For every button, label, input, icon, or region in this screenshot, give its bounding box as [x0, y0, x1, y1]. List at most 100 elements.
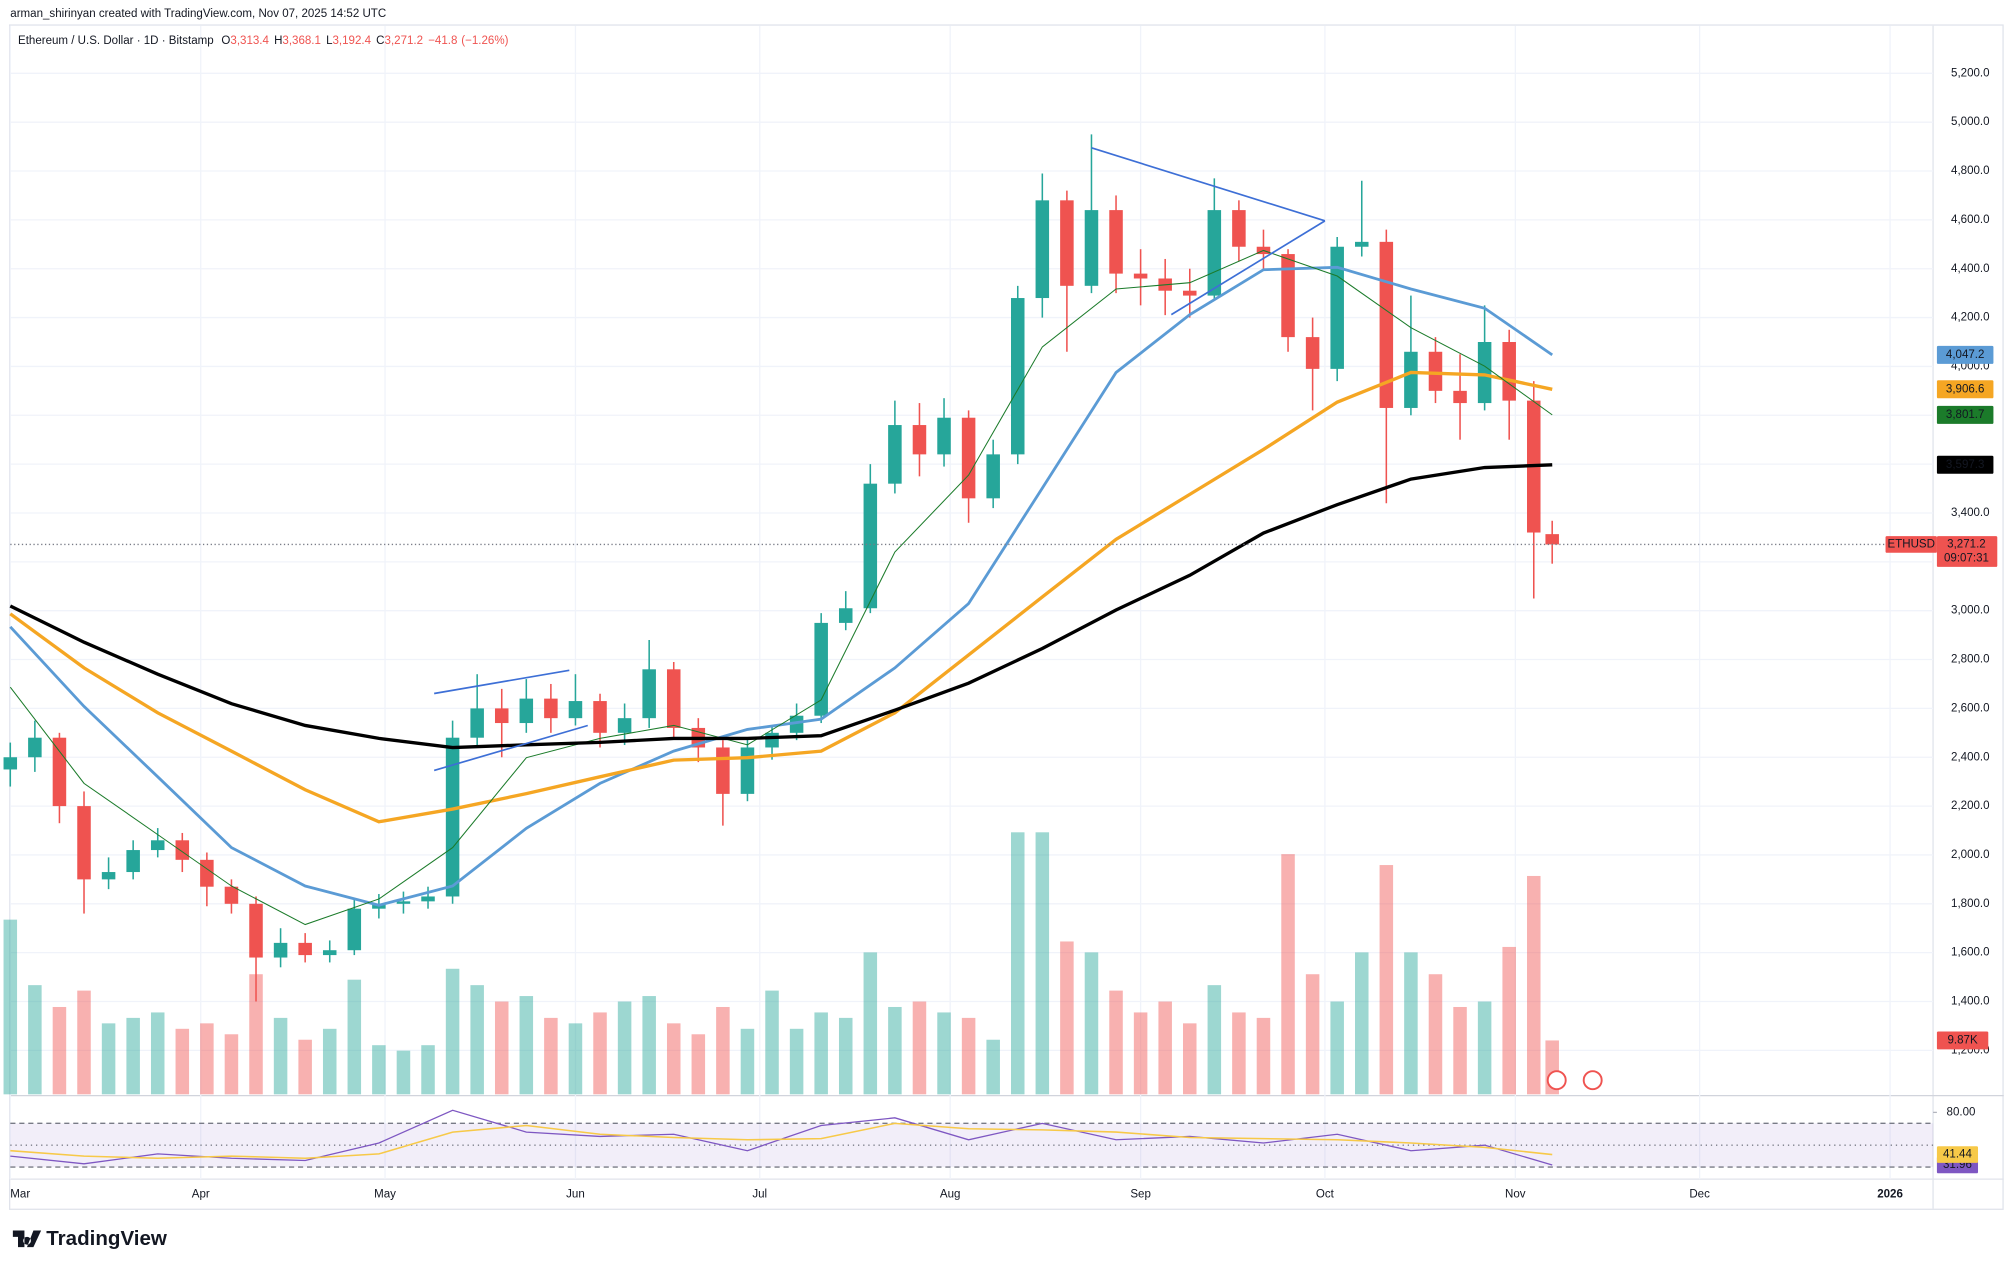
rsi-badge: [1936, 1146, 1979, 1163]
candle-body: [470, 708, 484, 738]
candle-body: [1545, 534, 1559, 545]
volume-bar: [494, 1001, 509, 1095]
x-tick-label: Dec: [1689, 1189, 1710, 1201]
trend-line: [1091, 147, 1326, 222]
volume-bar: [642, 996, 656, 1095]
event-flags: [1546, 1070, 1603, 1091]
y-tick-label: 4,200.0: [1951, 312, 1990, 324]
event-flag[interactable]: [1546, 1070, 1567, 1091]
volume-bar: [617, 1001, 632, 1095]
candle-body: [1060, 200, 1074, 286]
x-tick-label: Mar: [10, 1189, 30, 1201]
candle-body: [1428, 351, 1443, 391]
x-tick-label: Aug: [940, 1189, 961, 1201]
candle-body: [716, 747, 730, 794]
y-tick-label: 2,400.0: [1951, 751, 1990, 763]
volume-bar: [28, 985, 42, 1095]
x-tick-label: Sep: [1130, 1189, 1151, 1201]
volume-bar: [863, 952, 878, 1095]
volume-bar: [322, 1028, 337, 1095]
volume-bar: [1158, 1001, 1172, 1095]
volume-bar: [396, 1050, 411, 1095]
volume-bar: [986, 1039, 1000, 1095]
moving-average: [9, 370, 1553, 824]
volume-bar: [445, 968, 460, 1095]
candle-body: [666, 669, 681, 728]
volume-bar: [150, 1012, 165, 1095]
x-tick-label: Jun: [566, 1189, 585, 1201]
volume-bar: [1355, 952, 1369, 1095]
volume-bar: [519, 996, 534, 1095]
candle-body: [912, 425, 927, 455]
candle-body: [961, 417, 976, 499]
volume-bar: [224, 1034, 239, 1095]
candle-body: [1355, 241, 1369, 247]
candle-body: [421, 896, 435, 902]
candle-body: [273, 942, 288, 958]
volume-bar: [937, 1012, 951, 1095]
candle-body: [765, 732, 779, 748]
ohlc-key: C: [376, 35, 384, 47]
volume-bar: [1010, 832, 1025, 1095]
y-tick-label: 1,600.0: [1951, 947, 1990, 959]
x-tick-label: 2026: [1877, 1189, 1903, 1201]
countdown: 09:07:31: [1944, 553, 1989, 565]
volume-bar: [1133, 1012, 1148, 1095]
candle-body: [494, 708, 509, 724]
price-badge-text: 3,271.2: [1947, 538, 1986, 550]
volume-bar: [52, 1006, 67, 1095]
candle-body: [863, 483, 878, 609]
volume-bar: [126, 1017, 140, 1095]
volume-bar: [1281, 854, 1295, 1095]
volume-bar: [3, 919, 18, 1095]
candle-body: [1404, 351, 1418, 408]
volume-bar: [765, 990, 779, 1095]
volume-bar: [716, 1006, 730, 1095]
volume-bar: [470, 985, 484, 1095]
volume-bar: [372, 1045, 386, 1095]
volume-bar: [544, 1017, 558, 1095]
volume-bar: [175, 1028, 190, 1095]
volume-bar: [1330, 1001, 1344, 1095]
y-tick-label: 80.00: [1947, 1106, 1976, 1118]
volume-bar: [691, 1034, 706, 1095]
x-tick-label: Jul: [752, 1189, 767, 1201]
volume-bar: [1256, 1017, 1271, 1095]
candle-body: [150, 840, 165, 851]
y-tick-label: 1,800.0: [1951, 898, 1990, 910]
volume-badge: [1936, 1031, 1989, 1050]
y-tick-label: 5,200.0: [1951, 67, 1990, 79]
y-tick-label: 2,800.0: [1951, 654, 1990, 666]
volume-bar: [1207, 985, 1222, 1095]
volume-bar: [838, 1017, 853, 1095]
trend-line: [1170, 220, 1326, 316]
volume-bar: [1109, 990, 1123, 1095]
candle-body: [568, 701, 583, 719]
trend-line: [434, 669, 570, 695]
candle-body: [322, 950, 337, 956]
y-tick-label: 5,000.0: [1951, 116, 1990, 128]
volume-bar: [101, 1023, 116, 1095]
candle-body: [52, 737, 67, 807]
volume-bar: [1502, 946, 1516, 1095]
volume-bar: [814, 1012, 828, 1095]
candle-body: [1477, 342, 1492, 404]
candle-body: [1010, 298, 1025, 455]
candle-body: [986, 454, 1000, 499]
event-flag[interactable]: [1582, 1070, 1603, 1091]
logo-text: TradingView: [46, 1227, 168, 1250]
volume-bar: [200, 1023, 214, 1095]
volume-bar: [1379, 865, 1394, 1095]
candle-body: [445, 737, 460, 897]
rsi-line: [10, 1122, 1553, 1160]
trend-line: [433, 724, 588, 772]
volume-badge-text: 9.87K: [1948, 1034, 1978, 1046]
candle-body: [888, 425, 902, 484]
moving-average: [9, 249, 1553, 926]
x-tick-label: Apr: [192, 1189, 210, 1201]
candle-body: [396, 901, 411, 904]
ma-badge: [1936, 405, 1994, 424]
symbol: Ethereum / U.S. Dollar · 1D · Bitstamp: [18, 35, 214, 47]
candle-body: [126, 850, 140, 873]
